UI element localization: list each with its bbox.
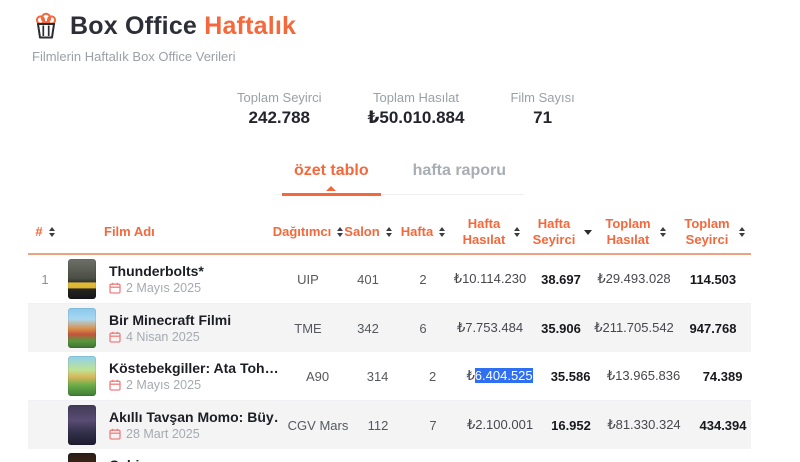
total-gross-cell: ₺211.705.542 [594, 320, 674, 335]
brand: Box Office Haftalık [30, 10, 800, 42]
stat-total-gross: Toplam Hasılat ₺50.010.884 [368, 90, 465, 128]
stat-value: 242.788 [248, 108, 310, 127]
film-cell: Akıllı Tavşan Momo: Büy… 28 Mart 2025 [62, 401, 285, 449]
tab-summary-table[interactable]: özet tablo [281, 158, 381, 196]
rank-cell: 1 [41, 271, 49, 287]
column-header-rank[interactable]: # [28, 224, 62, 240]
week-gross-cell: ₺6.404.525 [466, 368, 533, 383]
total-admissions-cell: 947.768 [689, 320, 737, 336]
week-gross-cell: ₺10.114.230 [453, 271, 527, 286]
page-title: Box Office Haftalık [70, 11, 297, 40]
table-row[interactable]: Akıllı Tavşan Momo: Büy… 28 Mart 2025 CG… [28, 401, 751, 449]
table-row[interactable]: Köstebekgiller: Ata Toh… 2 Mayıs 2025 A9… [28, 352, 751, 401]
column-header-week-admissions[interactable]: Hafta Seyirci [529, 216, 593, 249]
total-gross-cell: ₺13.965.836 [606, 368, 681, 383]
total-admissions-cell: 114.503 [689, 271, 737, 287]
sort-icon [385, 227, 392, 237]
column-header-salon[interactable]: Salon [341, 224, 395, 240]
stat-total-admissions: Toplam Seyirci 242.788 [237, 90, 322, 128]
box-office-table: # Film Adı Dağıtımcı Salon Hafta Hafta H… [28, 211, 751, 462]
calendar-icon [109, 282, 121, 294]
salon-cell: 314 [366, 368, 389, 384]
week-gross-cell: ₺7.753.484 [456, 320, 524, 335]
release-date: 2 Mayıs 2025 [109, 378, 279, 392]
release-date: 4 Nisan 2025 [109, 330, 231, 344]
sort-icon [439, 227, 446, 237]
page-title-accent: Haftalık [204, 11, 297, 40]
film-cell: Bir Minecraft Filmi 4 Nisan 2025 [62, 304, 275, 352]
week-cell: 7 [429, 417, 437, 433]
film-title: Bir Minecraft Filmi [109, 312, 232, 328]
sort-icon [337, 227, 344, 237]
table-row[interactable]: 1 Thunderbolts* 2 Mayıs 2025 UIP 401 2 ₺… [28, 255, 751, 304]
sort-desc-icon [584, 229, 592, 235]
film-poster [68, 453, 96, 462]
selected-text: 6.404.525 [474, 368, 533, 383]
film-title: Akıllı Tavşan Momo: Büy… [109, 409, 279, 425]
week-cell: 2 [428, 368, 437, 384]
total-admissions-cell: 74.389 [702, 368, 743, 384]
total-gross-cell: ₺81.330.324 [607, 417, 681, 432]
stat-label: Toplam Seyirci [237, 90, 322, 105]
week-admissions-cell: 35.906 [541, 320, 581, 336]
total-gross-cell: ₺29.493.028 [597, 271, 671, 286]
film-poster [68, 356, 96, 396]
week-gross-cell: ₺2.100.001 [466, 417, 534, 432]
stat-label: Film Sayısı [510, 90, 575, 105]
sort-icon [739, 227, 745, 237]
week-cell: 6 [419, 320, 427, 336]
stat-label: Toplam Hasılat [373, 90, 459, 105]
column-header-distributor[interactable]: Dağıtımcı [273, 224, 344, 240]
tab-bar: özet tablo hafta raporu [0, 158, 800, 196]
column-header-film: Film Adı [104, 223, 155, 239]
calendar-icon [109, 331, 121, 343]
distributor-cell: UIP [297, 271, 319, 287]
column-header-total-gross[interactable]: Toplam Hasılat [593, 216, 675, 249]
distributor-cell: CGV Mars [287, 417, 349, 433]
film-cell: Cahim 2 Mayıs 2025 [62, 449, 275, 462]
release-date: 2 Mayıs 2025 [109, 281, 204, 295]
release-date: 28 Mart 2025 [109, 427, 279, 441]
film-title: Thunderbolts* [109, 263, 204, 279]
table-row[interactable]: Bir Minecraft Filmi 4 Nisan 2025 TME 342… [28, 304, 751, 352]
sort-icon [514, 227, 520, 237]
column-header-week-gross[interactable]: Hafta Hasılat [451, 216, 529, 249]
salon-cell: 342 [357, 320, 379, 336]
total-admissions-cell: 434.394 [699, 417, 747, 433]
site-header: Box Office Haftalık Filmlerin Haftalık B… [0, 0, 800, 65]
sort-icon [660, 227, 666, 237]
film-poster [68, 405, 96, 445]
week-admissions-cell: 16.952 [551, 417, 591, 433]
calendar-icon [109, 428, 121, 440]
calendar-icon [109, 379, 121, 391]
column-header-total-admissions[interactable]: Toplam Seyirci [675, 216, 751, 249]
stat-film-count: Film Sayısı 71 [510, 90, 574, 128]
distributor-cell: TME [294, 320, 322, 336]
film-cell: Thunderbolts* 2 Mayıs 2025 [62, 255, 275, 303]
week-admissions-cell: 35.586 [550, 368, 591, 384]
distributor-cell: A90 [306, 368, 330, 384]
popcorn-icon [30, 10, 62, 42]
film-title: Cahim [109, 457, 201, 462]
stat-value: 71 [533, 108, 553, 127]
summary-stats: Toplam Seyirci 242.788 Toplam Hasılat ₺5… [237, 90, 800, 128]
salon-cell: 112 [367, 417, 389, 433]
film-cell: Köstebekgiller: Ata Toh… 2 Mayıs 2025 [62, 352, 285, 400]
week-cell: 2 [419, 271, 427, 287]
salon-cell: 401 [357, 271, 379, 287]
film-title: Köstebekgiller: Ata Toh… [109, 360, 279, 376]
table-header-row: # Film Adı Dağıtımcı Salon Hafta Hafta H… [28, 211, 751, 255]
stat-value: ₺50.010.884 [367, 108, 465, 127]
sort-icon [48, 227, 55, 237]
tab-week-report[interactable]: hafta raporu [412, 162, 506, 179]
week-admissions-cell: 38.697 [541, 271, 581, 287]
page-subtitle: Filmlerin Haftalık Box Office Verileri [32, 49, 236, 64]
film-poster [68, 308, 96, 348]
film-poster [68, 259, 96, 299]
column-header-week[interactable]: Hafta [395, 224, 451, 240]
table-row[interactable]: Cahim 2 Mayıs 2025 CJ ENM 193 2 ₺3.091.4… [28, 449, 751, 462]
